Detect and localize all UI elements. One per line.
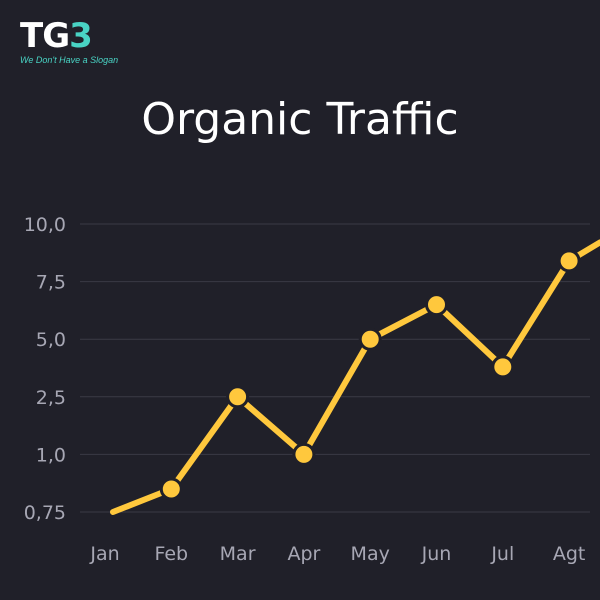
logo-mark: TG3 — [20, 18, 118, 54]
series-line — [110, 239, 600, 515]
data-point — [292, 442, 316, 466]
data-point — [159, 477, 183, 501]
y-tick-label: 2,5 — [36, 387, 66, 409]
x-tick-label: Jun — [421, 543, 452, 565]
data-point — [226, 385, 250, 409]
y-tick-label: 1,0 — [36, 444, 66, 466]
logo-tg: TG — [20, 16, 70, 56]
data-point — [491, 355, 515, 379]
y-tick-label: 5,0 — [36, 329, 66, 351]
y-tick-label: 0,75 — [24, 502, 66, 524]
x-tick-label: Jan — [89, 543, 119, 565]
y-tick-label: 10,0 — [24, 214, 66, 236]
x-tick-label: Apr — [287, 543, 320, 565]
x-tick-label: Mar — [220, 543, 256, 565]
x-tick-label: May — [351, 543, 390, 565]
logo-slogan: We Don't Have a Slogan — [20, 55, 119, 65]
logo-3: 3 — [69, 16, 93, 56]
logo: TG3 We Don't Have a Slogan — [20, 18, 118, 65]
data-point — [358, 327, 382, 351]
data-point — [557, 249, 581, 273]
y-tick-label: 7,5 — [36, 272, 66, 294]
data-point — [425, 293, 448, 317]
x-tick-label: Feb — [154, 543, 188, 565]
chart-title: Organic Traffic — [141, 94, 459, 145]
x-tick-label: Jul — [490, 543, 514, 565]
x-tick-label: Agt — [553, 543, 586, 565]
